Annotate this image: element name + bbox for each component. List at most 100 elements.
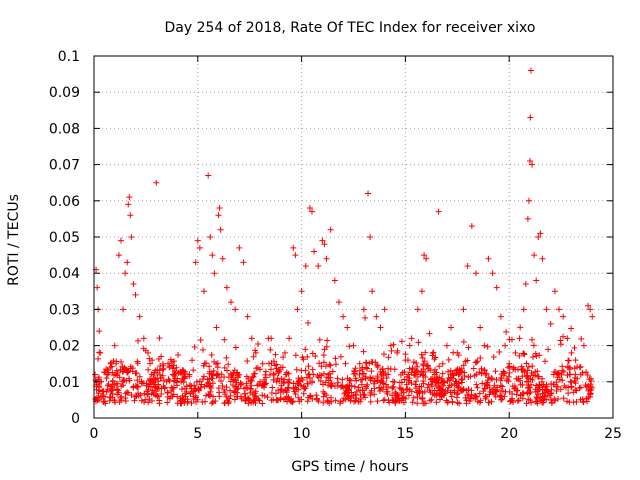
data-point (195, 385, 202, 392)
data-point (573, 387, 580, 394)
data-point (248, 377, 255, 384)
data-point (261, 384, 268, 391)
data-point (464, 357, 471, 364)
data-point (503, 328, 510, 335)
data-point (467, 395, 474, 402)
data-point (109, 377, 116, 384)
data-point (132, 393, 139, 400)
data-point (344, 383, 351, 390)
data-point (325, 371, 332, 378)
data-point (319, 237, 326, 244)
data-point (345, 386, 352, 393)
data-point (413, 360, 420, 367)
data-point (280, 354, 287, 361)
data-point (533, 393, 540, 400)
data-point (321, 241, 328, 248)
data-point (320, 359, 327, 366)
data-point (97, 349, 104, 356)
data-point (525, 384, 532, 391)
data-point (227, 392, 234, 399)
data-point (184, 398, 191, 405)
data-point (204, 379, 211, 386)
data-point (512, 349, 519, 356)
data-point (426, 387, 433, 394)
data-point (300, 390, 307, 397)
data-point (458, 387, 465, 394)
data-point (323, 363, 330, 370)
data-point (299, 377, 306, 384)
data-point (151, 383, 158, 390)
data-point (172, 375, 179, 382)
data-point (256, 397, 263, 404)
data-point (226, 395, 233, 402)
data-point (396, 397, 403, 404)
data-point (170, 378, 177, 385)
data-point (468, 387, 475, 394)
x-tick-labels: 0 5 10 15 20 25 (90, 426, 622, 442)
data-point (332, 355, 339, 362)
data-point (130, 384, 137, 391)
data-point (385, 354, 392, 361)
data-point (539, 375, 546, 382)
data-point (194, 237, 201, 244)
data-point (406, 365, 413, 372)
data-point (307, 393, 314, 400)
data-point (585, 394, 592, 401)
data-point (187, 390, 194, 397)
data-point (506, 360, 513, 367)
data-point (448, 382, 455, 389)
data-point (489, 270, 496, 277)
data-point (151, 369, 158, 376)
data-point (350, 342, 357, 349)
data-point (392, 390, 399, 397)
data-point (443, 397, 450, 404)
data-point (296, 377, 303, 384)
data-point (109, 384, 116, 391)
data-point (250, 353, 257, 360)
data-point (314, 395, 321, 402)
data-point (530, 342, 537, 349)
data-point (125, 201, 132, 208)
data-point (240, 259, 247, 266)
data-point (114, 380, 121, 387)
data-point (168, 359, 175, 366)
data-point (145, 366, 152, 373)
data-point (408, 335, 415, 342)
data-point (556, 306, 563, 313)
data-point (405, 371, 412, 378)
data-point (231, 388, 238, 395)
data-point (100, 393, 107, 400)
data-point (378, 371, 385, 378)
data-point (103, 366, 110, 373)
data-point (223, 384, 230, 391)
data-point (270, 370, 277, 377)
data-point (200, 346, 207, 353)
data-point (262, 374, 269, 381)
data-point (535, 373, 542, 380)
data-point (269, 384, 276, 391)
data-point (242, 394, 249, 401)
x-tick-label: 15 (396, 426, 414, 442)
data-point (223, 354, 230, 361)
data-point (565, 364, 572, 371)
data-point (205, 172, 212, 179)
data-point (103, 375, 110, 382)
data-point (537, 230, 544, 237)
data-point (413, 378, 420, 385)
data-point (135, 337, 142, 344)
data-point (497, 313, 504, 320)
data-point (545, 346, 552, 353)
data-point (519, 381, 526, 388)
data-point (201, 288, 208, 295)
data-point (315, 262, 322, 269)
x-axis-label: GPS time / hours (291, 459, 408, 475)
data-point (219, 382, 226, 389)
data-point (517, 392, 524, 399)
data-point (397, 371, 404, 378)
data-point (405, 392, 412, 399)
data-point (383, 388, 390, 395)
data-point (527, 114, 534, 121)
data-point (199, 398, 206, 405)
data-point (473, 381, 480, 388)
